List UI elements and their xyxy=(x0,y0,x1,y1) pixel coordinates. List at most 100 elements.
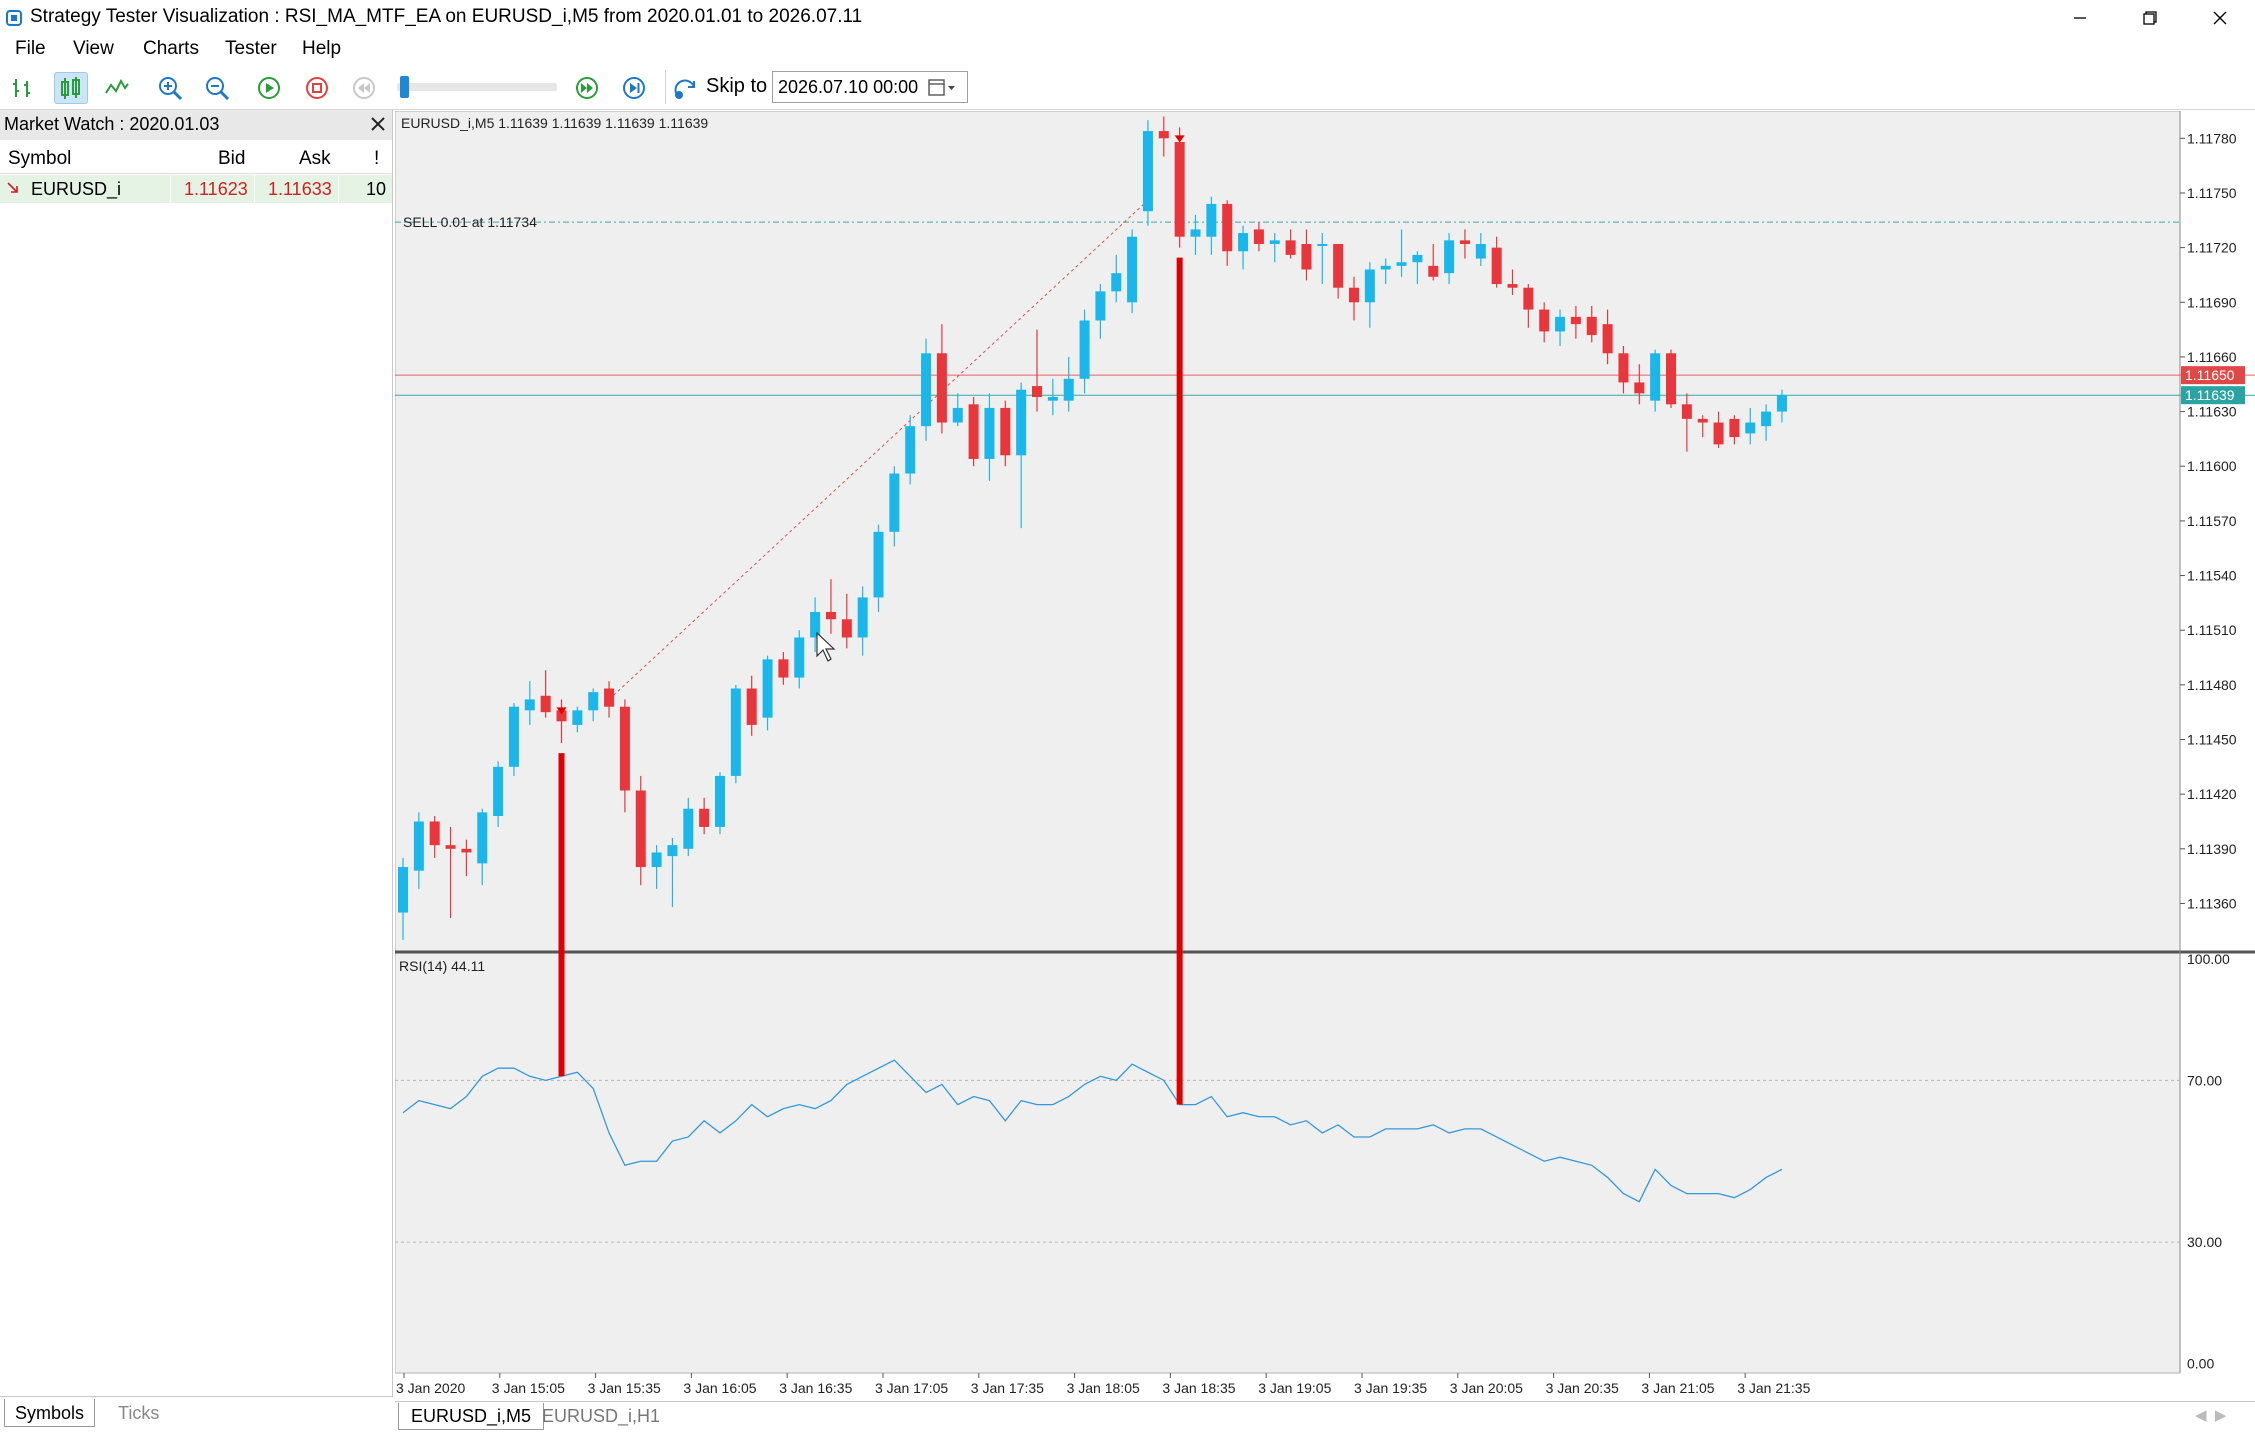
rewind-button[interactable] xyxy=(349,73,379,103)
menu-tester[interactable]: Tester xyxy=(225,38,277,59)
menu-view[interactable]: View xyxy=(73,38,114,59)
skip-to-icon xyxy=(674,79,695,99)
candle-bear xyxy=(1301,243,1312,270)
zoom-in-button[interactable] xyxy=(155,73,185,103)
candle-bull xyxy=(1761,411,1772,427)
stop-icon xyxy=(306,77,328,99)
arrow-down-icon xyxy=(7,182,18,193)
candle-bull xyxy=(1650,353,1661,401)
price-tick-label: 1.11360 xyxy=(2187,895,2237,911)
candle-bull xyxy=(1555,316,1566,332)
ask-price-tag: 1.11650 xyxy=(2185,367,2235,383)
cell-separator xyxy=(254,175,255,203)
close-icon xyxy=(2213,11,2227,24)
rsi-tick-label: 100.00 xyxy=(2187,951,2230,967)
chart-plot-background xyxy=(395,111,2181,1374)
menu-help[interactable]: Help xyxy=(302,38,342,59)
tab-eurusd-h1[interactable]: EURUSD_i,H1 xyxy=(542,1406,661,1426)
time-tick-label: 3 Jan 19:35 xyxy=(1354,1380,1427,1396)
candle-bull xyxy=(1475,243,1486,259)
symbol-row[interactable] xyxy=(0,175,392,203)
zoom-out-icon xyxy=(206,77,230,101)
candle-bull xyxy=(1317,243,1328,246)
minimize-button[interactable] xyxy=(2045,0,2115,35)
rsi-line xyxy=(402,1059,1783,1203)
candle-bear xyxy=(1285,240,1296,255)
menu-file[interactable]: File xyxy=(15,38,46,59)
app-icon xyxy=(6,10,22,26)
candle-bull xyxy=(413,821,424,871)
skip-end-button[interactable] xyxy=(619,73,649,103)
candle-bull xyxy=(1776,395,1787,412)
time-tick-label: 3 Jan 2020 xyxy=(396,1380,465,1396)
candle-bear xyxy=(1634,382,1645,394)
candle-bull xyxy=(667,845,678,857)
restore-icon xyxy=(2143,10,2157,25)
candle-bull xyxy=(762,659,773,718)
candle-bull xyxy=(1380,265,1391,270)
column-ask[interactable]: Ask xyxy=(299,148,331,169)
chart-area[interactable]: 1.11780 1.11750 1.11720 1.11690 1.11660 1.116… xyxy=(395,111,2255,1401)
candle-bull xyxy=(1269,240,1280,244)
candle-bull xyxy=(572,710,583,725)
rsi-tick-label: 30.00 xyxy=(2187,1234,2222,1250)
column-spread[interactable]: ! xyxy=(374,148,380,169)
symbol-bid: 1.11623 xyxy=(184,179,248,199)
rsi-label: RSI(14) 44.11 xyxy=(399,958,485,974)
candle-bull xyxy=(1238,233,1249,252)
candle-bear xyxy=(461,848,472,853)
candle-bull xyxy=(508,706,519,767)
price-tick-label: 1.11750 xyxy=(2187,185,2237,201)
bid-price-tag-bg xyxy=(2181,386,2245,405)
time-tick-label: 3 Jan 20:05 xyxy=(1450,1380,1523,1396)
chevron-right-icon[interactable]: ▶ xyxy=(2214,1407,2227,1424)
chevron-left-icon[interactable]: ◀ xyxy=(2195,1407,2207,1424)
bid-price-tag: 1.11639 xyxy=(2185,387,2235,403)
time-tick-label: 3 Jan 16:05 xyxy=(683,1380,756,1396)
bar-chart-button[interactable] xyxy=(8,73,38,103)
play-button[interactable] xyxy=(254,73,284,103)
column-bid[interactable]: Bid xyxy=(218,148,246,169)
menu-charts[interactable]: Charts xyxy=(143,38,199,59)
zoom-out-button[interactable] xyxy=(202,73,232,103)
minimize-icon xyxy=(2074,16,2086,19)
candle-bull xyxy=(1016,389,1027,456)
time-tick-label: 3 Jan 15:05 xyxy=(492,1380,565,1396)
candle-bear xyxy=(1713,422,1724,445)
candle-bull xyxy=(493,766,504,817)
column-symbol[interactable]: Symbol xyxy=(8,148,72,169)
tab-ticks[interactable]: Ticks xyxy=(118,1403,160,1423)
price-tick-label: 1.11510 xyxy=(2187,622,2237,638)
chart-header: EURUSD_i,M5 1.11639 1.11639 1.11639 1.11… xyxy=(401,115,708,131)
tab-symbols[interactable]: Symbols xyxy=(4,1399,96,1427)
speed-slider-track[interactable] xyxy=(397,83,557,91)
price-tick-label: 1.11690 xyxy=(2187,294,2237,310)
symbol-ask: 1.11633 xyxy=(268,179,332,199)
candlestick-button[interactable] xyxy=(54,72,88,104)
candle-bull xyxy=(1127,236,1138,303)
candle-bear xyxy=(1459,240,1470,244)
price-tick-label: 1.11720 xyxy=(2187,240,2237,256)
candle-bull xyxy=(1095,291,1106,321)
candle-bull xyxy=(477,812,488,864)
rsi-tick-label: 70.00 xyxy=(2187,1072,2222,1088)
restore-button[interactable] xyxy=(2115,0,2185,35)
rewind-icon xyxy=(353,77,375,99)
stop-button[interactable] xyxy=(302,73,332,103)
line-chart-button[interactable] xyxy=(102,73,132,103)
time-tick-label: 3 Jan 20:35 xyxy=(1546,1380,1619,1396)
calendar-icon[interactable] xyxy=(928,78,956,98)
speed-slider-thumb[interactable] xyxy=(400,76,409,98)
price-chart[interactable]: 1.11780 1.11750 1.11720 1.11690 1.11660 1.116… xyxy=(395,111,2255,1401)
fast-forward-button[interactable] xyxy=(572,73,602,103)
tab-eurusd-m5[interactable]: EURUSD_i,M5 xyxy=(398,1403,545,1430)
close-icon[interactable] xyxy=(368,114,388,134)
candle-bear xyxy=(635,790,646,868)
skip-end-icon xyxy=(623,77,645,99)
skip-to-button[interactable] xyxy=(671,73,701,103)
candle-bull xyxy=(398,867,408,913)
chart-tab-scroll[interactable]: ◀ ▶ xyxy=(2195,1406,2226,1424)
close-button[interactable] xyxy=(2185,0,2255,35)
candle-bull xyxy=(1047,397,1058,401)
candle-bull xyxy=(952,407,963,423)
